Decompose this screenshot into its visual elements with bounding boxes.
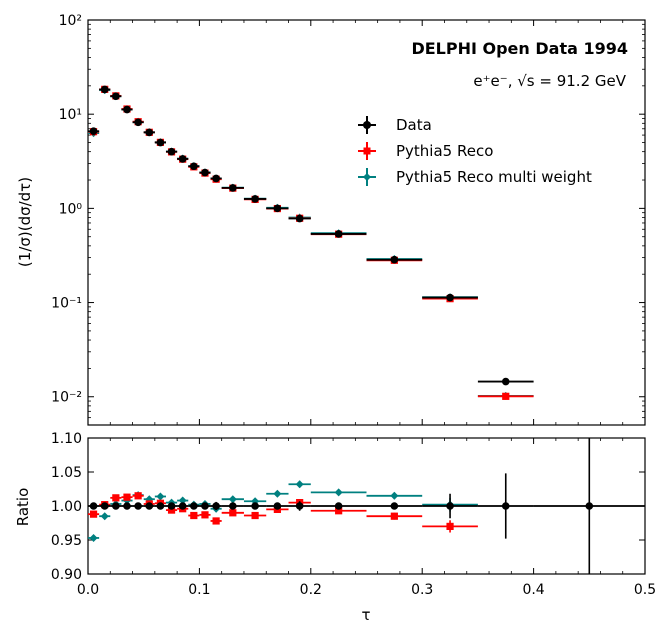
- x-tick-label: 0.2: [300, 582, 322, 598]
- ratio-point: [178, 496, 187, 505]
- y-axis-label: (1/σ)(dσ/dτ): [16, 177, 34, 267]
- y-tick-label: 10⁻²: [51, 390, 82, 406]
- ratio-point: [334, 488, 343, 497]
- legend-entry-pythia5-reco: Pythia5 Reco: [358, 142, 493, 160]
- data-point: [501, 377, 510, 386]
- data-point: [145, 128, 154, 137]
- data-point: [100, 85, 109, 94]
- data-point: [89, 127, 98, 135]
- ratio-point: [112, 502, 120, 510]
- ratio-point: [229, 509, 237, 517]
- x-axis-label: τ: [361, 606, 370, 624]
- ratio-point: [212, 502, 220, 510]
- data-point: [167, 147, 176, 156]
- ratio-point: [585, 502, 594, 510]
- ratio-point: [134, 492, 142, 500]
- ratio-point: [335, 507, 343, 515]
- ratio-point: [273, 502, 282, 510]
- ratio-point: [201, 511, 209, 519]
- ratio-point: [145, 502, 154, 510]
- y-tick-label: 10¹: [59, 107, 82, 123]
- ratio-point: [156, 492, 165, 501]
- ratio-point: [89, 510, 98, 518]
- data-point: [502, 392, 510, 400]
- ratio-point: [178, 502, 187, 510]
- legend-label-pythia5-multi-weight: Pythia5 Reco multi weight: [396, 168, 592, 186]
- ratio-axis-label: Ratio: [14, 488, 32, 527]
- x-tick-label: 0.1: [188, 582, 210, 598]
- data-point: [112, 92, 120, 101]
- ratio-point: [229, 502, 237, 510]
- data-point: [295, 214, 304, 223]
- ratio-point: [89, 533, 98, 542]
- data-point: [201, 168, 209, 177]
- data-point: [334, 230, 343, 238]
- y-tick-label: 10²: [59, 13, 82, 29]
- ratio-point: [167, 506, 176, 514]
- ratio-point: [390, 491, 399, 500]
- chart-subtitle: e⁺e⁻, √s = 91.2 GeV: [473, 72, 626, 90]
- data-point: [390, 255, 399, 264]
- x-tick-label: 0.3: [411, 582, 433, 598]
- ratio-series-pythia5-reco-multi-weight: [88, 480, 478, 542]
- data-point: [190, 162, 198, 171]
- ratio-point: [228, 495, 237, 504]
- data-point: [251, 195, 259, 203]
- ratio-point: [390, 502, 399, 510]
- data-point: [123, 105, 131, 114]
- legend-entry-data: Data: [358, 116, 432, 134]
- y-tick-label: 10⁻¹: [51, 296, 82, 312]
- ratio-point: [295, 502, 304, 510]
- ratio-point: [295, 480, 304, 489]
- ratio-point: [446, 522, 454, 530]
- x-tick-label: 0.0: [77, 582, 99, 598]
- ratio-point: [89, 502, 98, 510]
- ratio-point: [334, 502, 343, 510]
- ratio-point: [251, 502, 259, 510]
- ratio-point: [501, 502, 510, 510]
- data-point: [446, 293, 454, 302]
- x-tick-label: 0.4: [522, 582, 544, 598]
- legend: Data Pythia5 Reco Pythia5 Reco multi wei…: [358, 116, 592, 186]
- data-point: [212, 174, 220, 183]
- chart-title: DELPHI Open Data 1994: [411, 39, 628, 58]
- x-tick-label: 0.5: [634, 582, 656, 598]
- ratio-y-tick-label: 1.05: [51, 465, 82, 481]
- data-point: [156, 138, 165, 147]
- ratio-y-tick-label: 0.95: [51, 533, 82, 549]
- data-point: [178, 155, 187, 163]
- ratio-y-tick-label: 1.10: [51, 431, 82, 447]
- ratio-point: [123, 502, 131, 510]
- ratio-point: [123, 493, 131, 501]
- ratio-y-tick-label: 1.00: [51, 499, 82, 515]
- data-point: [273, 204, 282, 213]
- legend-label-pythia5-reco: Pythia5 Reco: [396, 142, 493, 160]
- data-point: [229, 184, 237, 192]
- ratio-point: [190, 511, 198, 520]
- data-marks: [88, 85, 645, 574]
- ratio-point: [100, 502, 109, 510]
- main-panel-frame: [87, 19, 646, 426]
- legend-label-data: Data: [396, 116, 432, 134]
- ratio-point: [201, 502, 209, 510]
- legend-entry-pythia5-multi-weight: Pythia5 Reco multi weight: [358, 168, 592, 186]
- ratio-series-data: [88, 438, 645, 574]
- ratio-point: [112, 494, 120, 502]
- ratio-point: [273, 489, 282, 498]
- data-point: [134, 118, 142, 127]
- ratio-point: [390, 512, 398, 520]
- ratio-point: [134, 502, 142, 510]
- ratio-point: [167, 502, 176, 510]
- ratio-point: [251, 511, 259, 520]
- ratio-y-tick-label: 0.90: [51, 567, 82, 583]
- ratio-point: [156, 502, 165, 510]
- ratio-point: [212, 517, 220, 525]
- axis-ticks: 10⁻² 10⁻¹ 10⁰ 10¹ 10² 0.0 0.1 0.2 0.3 0.4 0.5 0.90 0…: [51, 13, 656, 598]
- ratio-point: [446, 502, 454, 510]
- series-data: [88, 85, 534, 386]
- ratio-point: [190, 502, 198, 510]
- ratio-point: [100, 512, 109, 521]
- y-tick-label: 10⁰: [59, 201, 83, 217]
